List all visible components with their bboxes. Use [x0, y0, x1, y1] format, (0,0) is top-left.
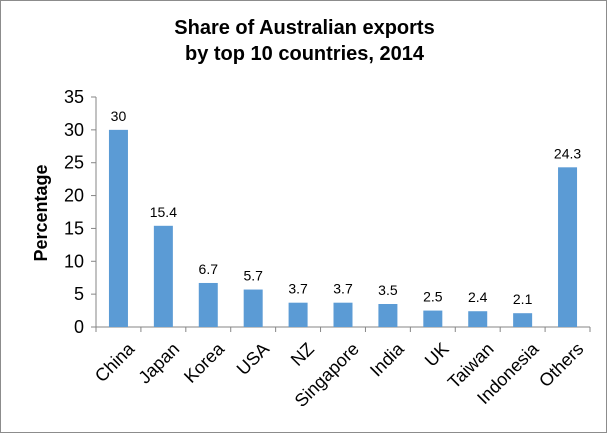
- category-label-others: Others: [535, 339, 587, 391]
- y-tick-label: 30: [64, 120, 84, 140]
- y-axis: 0 5 10 15 20 25 30 35: [64, 87, 97, 337]
- data-label-korea: 6.7: [199, 261, 219, 277]
- data-label-china: 30: [111, 108, 127, 124]
- data-label-nz: 3.7: [288, 281, 308, 297]
- bar-indonesia: [513, 313, 533, 327]
- data-label-taiwan: 2.4: [468, 289, 488, 305]
- bar-korea: [198, 282, 218, 327]
- bar-singapore: [333, 302, 353, 327]
- y-tick-label: 5: [74, 284, 84, 304]
- y-tick-label: 0: [74, 317, 84, 337]
- data-label-uk: 2.5: [423, 289, 443, 305]
- data-label-japan: 15.4: [150, 204, 177, 220]
- data-label-others: 24.3: [554, 145, 581, 161]
- data-label-indonesia: 2.1: [513, 291, 533, 307]
- category-label-uk: UK: [421, 339, 453, 371]
- bar-taiwan: [468, 311, 488, 327]
- bars: [108, 129, 578, 327]
- bar-usa: [243, 289, 263, 327]
- data-labels: 30 15.4 6.7 5.7 3.7 3.7 3.5 2.5 2.4 2.1 24.3: [111, 108, 582, 307]
- data-label-india: 3.5: [378, 282, 398, 298]
- chart-title-line-2: by top 10 countries, 2014: [185, 43, 424, 65]
- category-label-usa: USA: [233, 339, 273, 379]
- bar-uk: [423, 310, 443, 327]
- y-axis-title: Percentage: [31, 164, 51, 261]
- y-tick-label: 35: [64, 87, 84, 107]
- bar-japan: [153, 225, 173, 327]
- chart-title: Share of Australian exports by top 10 co…: [1, 15, 607, 67]
- bar-india: [378, 304, 398, 327]
- category-label-india: India: [366, 338, 408, 380]
- y-tick-label: 20: [64, 186, 84, 206]
- category-label-nz: NZ: [287, 339, 318, 370]
- chart-title-line-1: Share of Australian exports: [174, 17, 435, 39]
- bar-china: [108, 129, 128, 327]
- y-tick-label: 10: [64, 251, 84, 271]
- category-label-korea: Korea: [180, 338, 229, 387]
- y-tick-label: 15: [64, 218, 84, 238]
- category-label-japan: Japan: [134, 339, 183, 388]
- data-label-usa: 5.7: [243, 268, 263, 284]
- bar-nz: [288, 302, 308, 327]
- category-label-china: China: [91, 338, 139, 386]
- data-label-singapore: 3.7: [333, 281, 353, 297]
- y-tick-label: 25: [64, 153, 84, 173]
- bar-others: [558, 167, 578, 327]
